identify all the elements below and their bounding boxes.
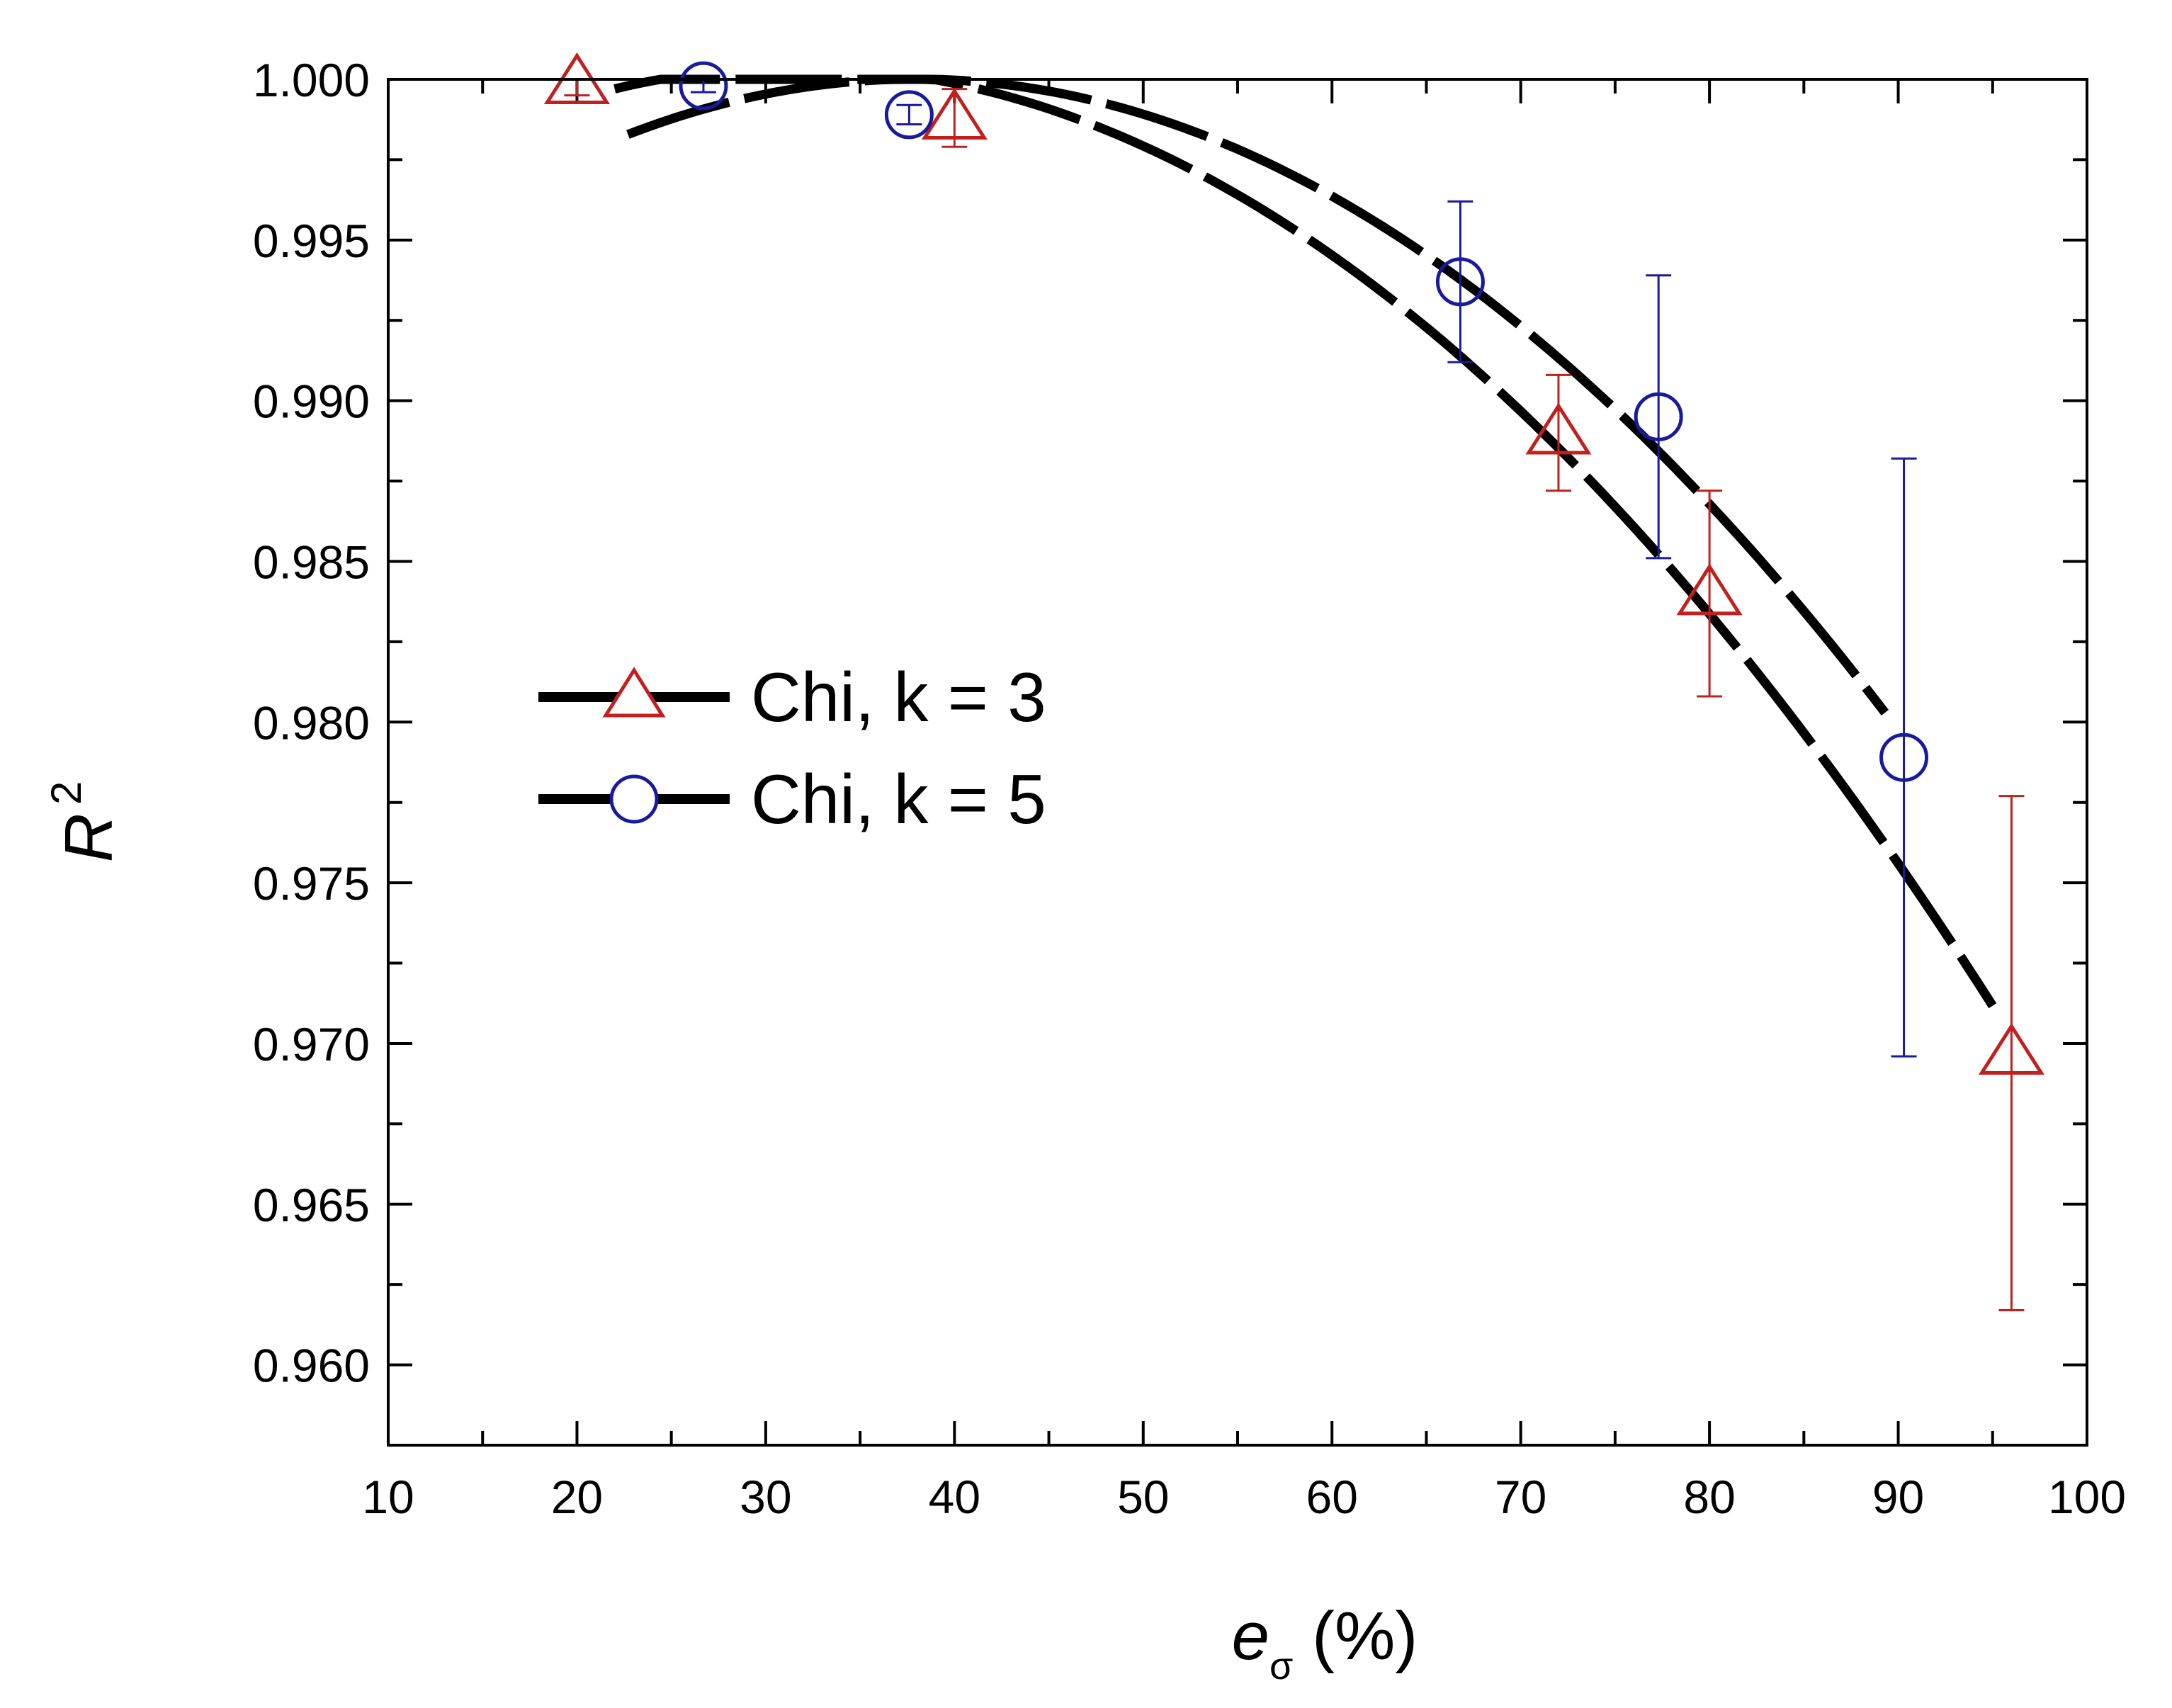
legend-marker-triangle: [602, 667, 666, 718]
y-axis-title: R2: [43, 781, 127, 863]
x-axis-title-sub: σ: [1269, 1645, 1293, 1687]
x-axis-title-unit: (%): [1293, 1598, 1418, 1674]
y-tick-label: 0.985: [253, 536, 370, 588]
y-tick-label: 0.990: [253, 375, 370, 428]
y-tick-label: 1.000: [253, 54, 370, 106]
x-tick-label: 20: [551, 1471, 603, 1523]
data-point-circle: [1634, 392, 1683, 441]
x-tick-label: 50: [1117, 1471, 1169, 1523]
y-tick-label: 0.980: [253, 696, 370, 749]
y-axis-tick-labels: 0.960 0.965 0.970 0.975 0.980 0.985 0.990 0.995…: [253, 54, 370, 1392]
y-tick-label: 0.995: [253, 215, 370, 267]
fit-curves: [613, 74, 1997, 1009]
y-axis-title-var: R: [51, 813, 127, 862]
data-point-circle: [884, 90, 934, 140]
fit-curve-series-0: [613, 74, 1997, 1009]
legend-entry-k5: Chi, k = 5: [538, 760, 1046, 838]
x-tick-label: 30: [740, 1471, 791, 1523]
data-markers: [543, 52, 2044, 1075]
legend: Chi, k = 3 Chi, k = 5: [538, 658, 1046, 838]
x-tick-label: 70: [1495, 1471, 1546, 1523]
data-point-triangle: [1525, 402, 1592, 455]
data-point-triangle: [1978, 1022, 2044, 1075]
x-axis-title-var: e: [1232, 1598, 1269, 1674]
legend-label-k5: Chi, k = 5: [751, 760, 1046, 838]
legend-marker-circle: [609, 774, 659, 824]
y-tick-label: 0.970: [253, 1018, 370, 1070]
data-point-circle: [1879, 733, 1929, 782]
axis-ticks: [387, 78, 2088, 1447]
y-axis-title-sup: 2: [43, 781, 90, 805]
y-tick-label: 0.965: [253, 1179, 370, 1231]
x-tick-label: 100: [2048, 1471, 2126, 1523]
data-point-circle: [679, 61, 728, 111]
x-tick-label: 90: [1872, 1471, 1924, 1523]
x-axis-title: eσ (%): [1232, 1598, 1418, 1687]
error-bars: [564, 78, 2025, 1311]
legend-entry-k3: Chi, k = 3: [538, 658, 1046, 736]
x-tick-label: 40: [929, 1471, 980, 1523]
data-point-triangle: [1676, 563, 1743, 616]
x-axis-tick-labels: 10 20 30 40 50 60 70 80 90 100: [362, 1471, 2126, 1523]
legend-label-k3: Chi, k = 3: [751, 658, 1046, 736]
x-tick-label: 10: [362, 1471, 414, 1523]
x-tick-label: 60: [1306, 1471, 1358, 1523]
y-tick-label: 0.960: [253, 1340, 370, 1392]
x-tick-label: 80: [1683, 1471, 1735, 1523]
plot-frame: [387, 78, 2088, 1447]
data-point-triangle: [921, 87, 988, 140]
data-point-circle: [1435, 257, 1485, 307]
y-tick-label: 0.975: [253, 857, 370, 910]
fit-curve-series-1: [626, 74, 1889, 716]
